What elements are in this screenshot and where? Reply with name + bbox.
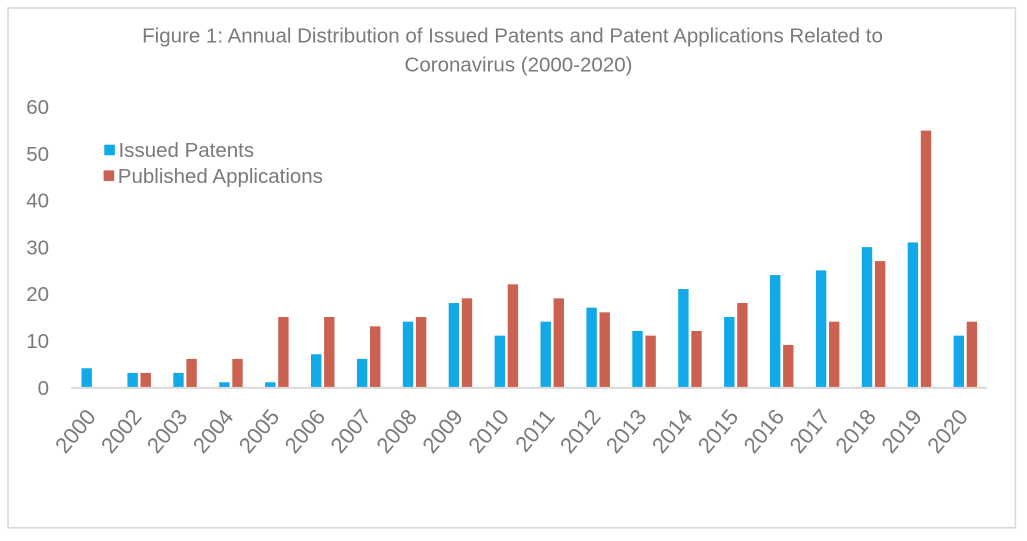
svg-text:10: 10	[26, 330, 49, 353]
svg-text:Published Applications: Published Applications	[118, 165, 323, 188]
svg-text:40: 40	[26, 190, 49, 213]
svg-text:60: 60	[26, 96, 49, 119]
svg-text:50: 50	[26, 143, 49, 166]
svg-text:0: 0	[38, 377, 49, 400]
svg-text:20: 20	[26, 283, 49, 306]
svg-text:Coronavirus (2000-2020): Coronavirus (2000-2020)	[405, 54, 633, 77]
svg-text:Figure 1: Annual Distribution: Figure 1: Annual Distribution of Issued …	[142, 25, 883, 48]
svg-text:30: 30	[26, 236, 49, 259]
svg-text:Issued Patents: Issued Patents	[119, 139, 255, 162]
